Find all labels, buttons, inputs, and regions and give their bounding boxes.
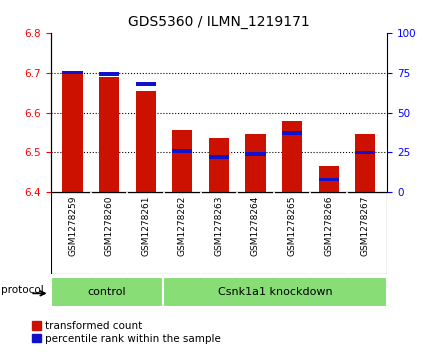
Bar	[282, 131, 302, 135]
Bar	[136, 82, 156, 86]
Bar	[246, 134, 266, 192]
Text: GSM1278266: GSM1278266	[324, 196, 333, 256]
Bar	[172, 149, 192, 153]
Bar	[319, 167, 339, 192]
Text: GSM1278265: GSM1278265	[288, 196, 297, 256]
FancyBboxPatch shape	[163, 277, 387, 307]
Bar	[172, 130, 192, 192]
Text: GSM1278267: GSM1278267	[361, 196, 370, 256]
Bar	[319, 178, 339, 182]
Text: GSM1278261: GSM1278261	[141, 196, 150, 256]
Text: GSM1278264: GSM1278264	[251, 196, 260, 256]
Bar	[355, 134, 375, 192]
Bar	[246, 152, 266, 156]
Bar	[99, 77, 119, 192]
Bar	[51, 192, 387, 274]
Text: GSM1278262: GSM1278262	[178, 196, 187, 256]
Bar	[355, 151, 375, 154]
Bar	[209, 155, 229, 159]
Bar	[62, 71, 83, 74]
Text: control: control	[88, 287, 126, 297]
Text: GSM1278260: GSM1278260	[105, 196, 114, 256]
Bar	[209, 138, 229, 192]
Text: GSM1278259: GSM1278259	[68, 196, 77, 256]
Text: protocol: protocol	[1, 285, 44, 295]
Bar	[136, 91, 156, 192]
Legend: transformed count, percentile rank within the sample: transformed count, percentile rank withi…	[32, 321, 221, 344]
Bar	[62, 73, 83, 192]
FancyBboxPatch shape	[51, 277, 163, 307]
Title: GDS5360 / ILMN_1219171: GDS5360 / ILMN_1219171	[128, 15, 310, 29]
Bar	[282, 121, 302, 192]
Bar	[99, 72, 119, 76]
Text: Csnk1a1 knockdown: Csnk1a1 knockdown	[218, 287, 332, 297]
Text: GSM1278263: GSM1278263	[214, 196, 224, 256]
